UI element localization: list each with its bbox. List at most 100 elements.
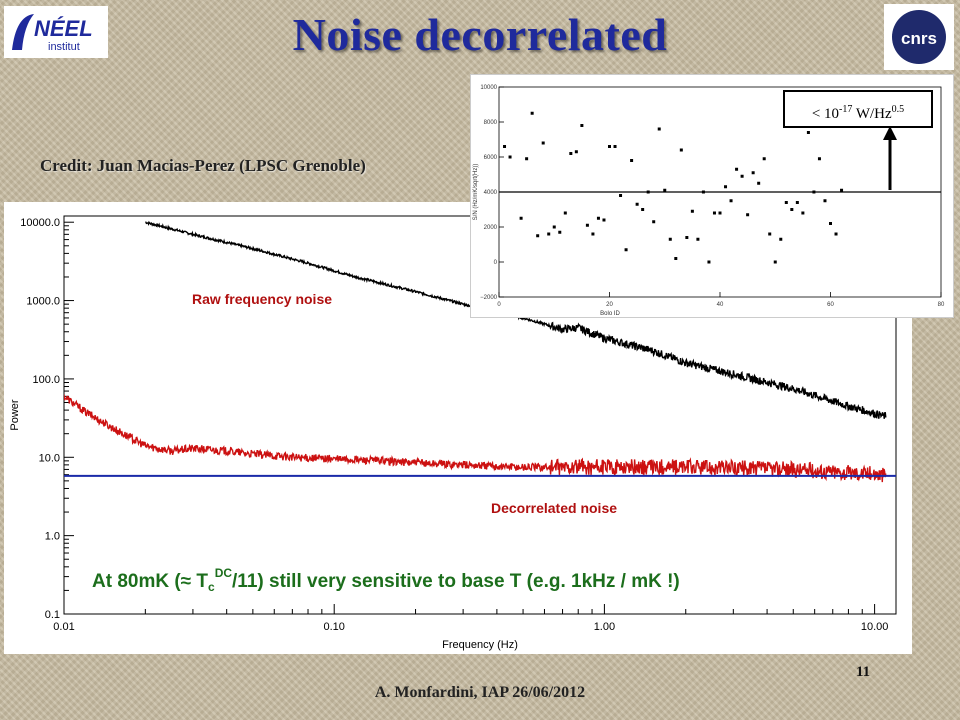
- inset-data-point: [635, 202, 639, 206]
- inset-data-point: [740, 174, 744, 178]
- callout-exp: -17: [839, 104, 853, 115]
- inset-data-point: [795, 201, 799, 204]
- inset-data-point: [525, 157, 529, 161]
- inset-x-axis-title: Bolo ID: [600, 311, 620, 317]
- inset-data-point: [641, 208, 645, 211]
- inset-data-point: [701, 190, 705, 194]
- inset-data-point: [690, 209, 694, 213]
- inset-y-tick-label: 8000: [484, 120, 498, 126]
- inset-data-point: [530, 111, 534, 115]
- inset-data-point: [751, 171, 755, 175]
- inset-data-point: [646, 190, 650, 194]
- inset-y-tick-label: 0: [494, 260, 498, 266]
- y-tick-label: 1000.0: [26, 296, 60, 308]
- callout-arrow-head: [883, 126, 897, 140]
- note-sub: c: [208, 580, 215, 594]
- inset-x-tick-label: 40: [717, 302, 724, 308]
- inset-data-point: [552, 225, 556, 229]
- inset-data-point: [580, 124, 584, 127]
- inset-data-point: [707, 260, 711, 264]
- y-tick-label: 10.0: [39, 452, 60, 464]
- main-chart-panel: 0.01 0.10 1.00 10.00 10000.0 1000.0 100.0 10.0 1…: [4, 202, 912, 654]
- neel-institut-logo: NÉEL institut: [4, 6, 108, 58]
- x-tick-label: 1.00: [594, 621, 615, 633]
- inset-data-point: [596, 216, 600, 220]
- inset-data-point: [685, 236, 689, 239]
- inset-data-point: [558, 230, 562, 234]
- sensitivity-callout: < 10-17 W/Hz0.5: [783, 90, 933, 128]
- main-chart-axes: 0.01 0.10 1.00 10.0010000.01000.0100.010.01…: [9, 215, 897, 651]
- inset-data-point: [608, 145, 611, 148]
- inset-data-point: [591, 232, 595, 236]
- inset-data-point: [729, 199, 733, 203]
- inset-data-point: [696, 237, 700, 241]
- inset-x-tick-label: 0: [497, 302, 501, 308]
- inset-data-point: [735, 167, 739, 171]
- inset-data-point: [757, 181, 761, 185]
- inset-data-point: [784, 201, 788, 204]
- inset-y-tick-label: 2000: [484, 225, 498, 231]
- footer-author: A. Monfardini, IAP 26/06/2012: [374, 684, 586, 701]
- cnrs-logo-text: cnrs: [901, 29, 937, 48]
- neel-logo-subtext: institut: [48, 41, 80, 53]
- callout-unit: W/Hz: [852, 106, 892, 122]
- note-suffix: /11) still very sensitive to base T (e.g…: [232, 571, 680, 592]
- inset-x-tick-label: 20: [606, 302, 613, 308]
- x-tick-label: 10.00: [861, 621, 889, 633]
- inset-y-tick-label: −2000: [480, 295, 498, 301]
- inset-data-point: [569, 152, 573, 155]
- inset-data-point: [674, 257, 678, 260]
- x-tick-label: 0.01: [53, 621, 74, 633]
- inset-data-point: [519, 216, 523, 220]
- y-tick-label: 1.0: [45, 531, 60, 543]
- inset-data-point: [679, 148, 683, 152]
- inset-data-point: [801, 211, 805, 215]
- inset-data-point: [812, 190, 816, 194]
- neel-logo-swoosh: [12, 14, 34, 50]
- inset-data-point: [779, 237, 783, 241]
- inset-data-point: [840, 188, 844, 192]
- y-tick-label: 0.1: [45, 609, 60, 621]
- inset-data-point: [817, 157, 821, 161]
- inset-data-point: [652, 220, 656, 224]
- inset-data-point: [602, 218, 606, 222]
- inset-y-tick-label: 10000: [480, 85, 497, 91]
- callout-prefix: < 10: [811, 106, 840, 122]
- inset-data-point: [746, 213, 750, 217]
- x-tick-label: 0.10: [323, 621, 344, 633]
- note-prefix: At 80mK (≈ T: [92, 571, 208, 592]
- y-axis-title: Power: [9, 399, 21, 431]
- inset-data-point: [619, 194, 623, 197]
- inset-data-point: [762, 157, 766, 161]
- inset-data-point: [541, 141, 545, 145]
- inset-data-point: [806, 131, 810, 134]
- power-spectrum-chart: 0.01 0.10 1.00 10.0010000.01000.0100.010.01…: [9, 215, 897, 651]
- inset-data-point: [724, 185, 728, 189]
- slide-title: Noise decorrelated: [292, 9, 668, 60]
- credit-line: Credit: Juan Macias-Perez (LPSC Grenoble…: [40, 156, 366, 175]
- inset-data-point: [668, 237, 672, 241]
- inset-data-point: [613, 145, 617, 148]
- y-tick-label: 10000.0: [20, 217, 60, 229]
- inset-data-point: [574, 150, 578, 154]
- inset-data-point: [563, 211, 567, 215]
- inset-data-point: [712, 211, 716, 215]
- inset-data-point: [585, 223, 589, 227]
- cnrs-logo: cnrs: [884, 4, 954, 70]
- inset-y-axis-title: S/N (Hz/mK/sqrt(Hz)): [473, 164, 479, 221]
- inset-data-point: [718, 211, 722, 215]
- inset-chart-points: [503, 111, 844, 264]
- inset-y-tick-label: 4000: [484, 190, 498, 196]
- temperature-note: At 80mK (≈ TcDC/11) still very sensitive…: [92, 566, 680, 594]
- raw-noise-label: Raw frequency noise: [192, 291, 332, 307]
- inset-data-point: [768, 232, 772, 236]
- inset-data-point: [834, 232, 838, 236]
- cnrs-logo-graphic: cnrs: [884, 4, 954, 70]
- inset-y-tick-label: 6000: [484, 155, 498, 161]
- inset-data-point: [657, 127, 661, 131]
- inset-x-tick-label: 80: [938, 302, 945, 308]
- y-tick-label: 100.0: [32, 374, 60, 386]
- inset-data-point: [663, 188, 667, 192]
- note-sup: DC: [215, 566, 233, 580]
- neel-logo-graphic: NÉEL institut: [12, 14, 93, 53]
